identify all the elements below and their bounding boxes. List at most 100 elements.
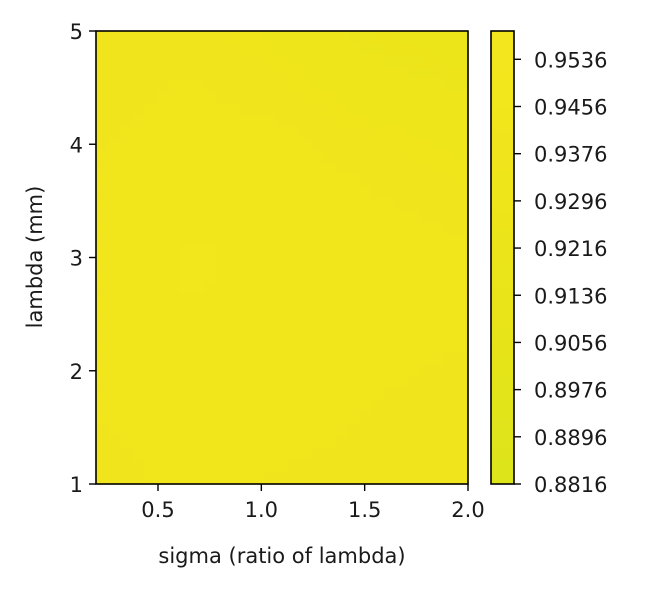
heatmap-cell xyxy=(264,352,277,366)
heatmap-cell xyxy=(180,114,193,127)
heatmap-cell xyxy=(276,66,289,80)
heatmap-cell xyxy=(432,281,445,294)
heatmap-cell xyxy=(348,400,361,414)
heatmap-cell xyxy=(216,269,229,282)
heatmap-cell xyxy=(108,364,121,378)
heatmap-cell xyxy=(324,281,337,294)
heatmap-cell xyxy=(396,424,409,437)
heatmap-cell xyxy=(396,174,409,187)
heatmap-cell xyxy=(360,340,373,354)
heatmap-cell xyxy=(384,388,397,402)
heatmap-cell xyxy=(264,412,277,425)
heatmap-cell xyxy=(444,233,457,247)
heatmap-cell xyxy=(360,221,373,235)
heatmap-cell xyxy=(372,412,385,425)
heatmap-cell xyxy=(288,376,301,390)
heatmap-cell xyxy=(240,293,253,306)
heatmap-cell xyxy=(312,424,325,437)
heatmap-cell xyxy=(216,424,229,437)
heatmap-cell xyxy=(252,376,265,390)
heatmap-cell xyxy=(120,126,133,139)
heatmap-cell xyxy=(276,209,289,223)
heatmap-cell xyxy=(456,126,469,139)
heatmap-cell xyxy=(228,126,241,139)
heatmap-cell xyxy=(96,448,109,461)
heatmap-cell xyxy=(384,424,397,437)
heatmap-cell xyxy=(156,78,169,92)
heatmap-cell xyxy=(336,388,349,402)
heatmap-cell xyxy=(264,245,277,259)
heatmap-cell xyxy=(204,340,217,354)
heatmap-cell xyxy=(408,66,421,80)
heatmap-cell xyxy=(144,257,157,271)
heatmap-cell xyxy=(336,448,349,461)
heatmap-cell xyxy=(96,162,109,175)
heatmap-cell xyxy=(336,162,349,175)
heatmap-cell xyxy=(168,293,181,306)
heatmap-cell xyxy=(156,352,169,366)
heatmap-cell xyxy=(288,281,301,294)
heatmap-cell xyxy=(132,31,145,44)
heatmap-cell xyxy=(324,388,337,402)
heatmap-cell xyxy=(312,90,325,104)
x-tick-label: 1.0 xyxy=(245,498,278,522)
heatmap-cell xyxy=(228,305,241,318)
heatmap-cell xyxy=(180,460,193,473)
colorbar-tick-label: 0.8816 xyxy=(534,473,607,497)
heatmap-cell xyxy=(324,174,337,187)
heatmap-cell xyxy=(120,31,133,44)
heatmap-cell xyxy=(420,340,433,354)
heatmap-cell xyxy=(300,114,313,127)
heatmap-cell xyxy=(396,221,409,235)
heatmap-cell xyxy=(156,436,169,449)
heatmap-cell xyxy=(456,197,469,211)
heatmap-cell xyxy=(108,197,121,211)
heatmap-cell xyxy=(384,436,397,449)
heatmap-cell xyxy=(180,221,193,235)
heatmap-cell xyxy=(288,352,301,366)
heatmap-cell xyxy=(144,66,157,80)
heatmap-cell xyxy=(144,388,157,402)
heatmap-cell xyxy=(396,114,409,127)
heatmap-cell xyxy=(132,269,145,282)
heatmap-cell xyxy=(360,281,373,294)
heatmap-cell xyxy=(336,54,349,68)
heatmap-cell xyxy=(240,317,253,330)
heatmap-cell xyxy=(384,78,397,92)
heatmap-cell xyxy=(120,424,133,437)
heatmap-cell xyxy=(360,412,373,425)
heatmap-cell xyxy=(192,150,205,163)
heatmap-cell xyxy=(96,31,109,44)
heatmap-cell xyxy=(168,42,181,56)
heatmap-cell xyxy=(120,412,133,425)
heatmap-cell xyxy=(444,197,457,211)
heatmap-cell xyxy=(384,412,397,425)
heatmap-cell xyxy=(456,293,469,306)
heatmap-cell xyxy=(300,162,313,175)
heatmap-cell xyxy=(204,424,217,437)
heatmap-cell xyxy=(312,376,325,390)
heatmap-cell xyxy=(168,424,181,437)
heatmap-cell xyxy=(432,54,445,68)
heatmap-cell xyxy=(240,400,253,414)
heatmap-cell xyxy=(372,293,385,306)
heatmap-cell xyxy=(384,257,397,271)
heatmap-cell xyxy=(240,221,253,235)
heatmap-cell xyxy=(132,162,145,175)
heatmap-cell xyxy=(444,257,457,271)
heatmap-cell xyxy=(336,31,349,44)
heatmap-cell xyxy=(408,102,421,116)
heatmap-cell xyxy=(264,388,277,402)
heatmap-cell xyxy=(408,90,421,104)
heatmap-cell xyxy=(336,281,349,294)
heatmap-cell xyxy=(204,197,217,211)
heatmap-cell xyxy=(180,400,193,414)
heatmap-cell xyxy=(228,364,241,378)
heatmap-cell xyxy=(204,281,217,294)
y-tick-label: 2 xyxy=(70,360,83,384)
heatmap-cell xyxy=(420,185,433,199)
heatmap-cell xyxy=(216,376,229,390)
heatmap-cell xyxy=(348,436,361,449)
heatmap-cell xyxy=(228,257,241,271)
heatmap-cell xyxy=(192,364,205,378)
